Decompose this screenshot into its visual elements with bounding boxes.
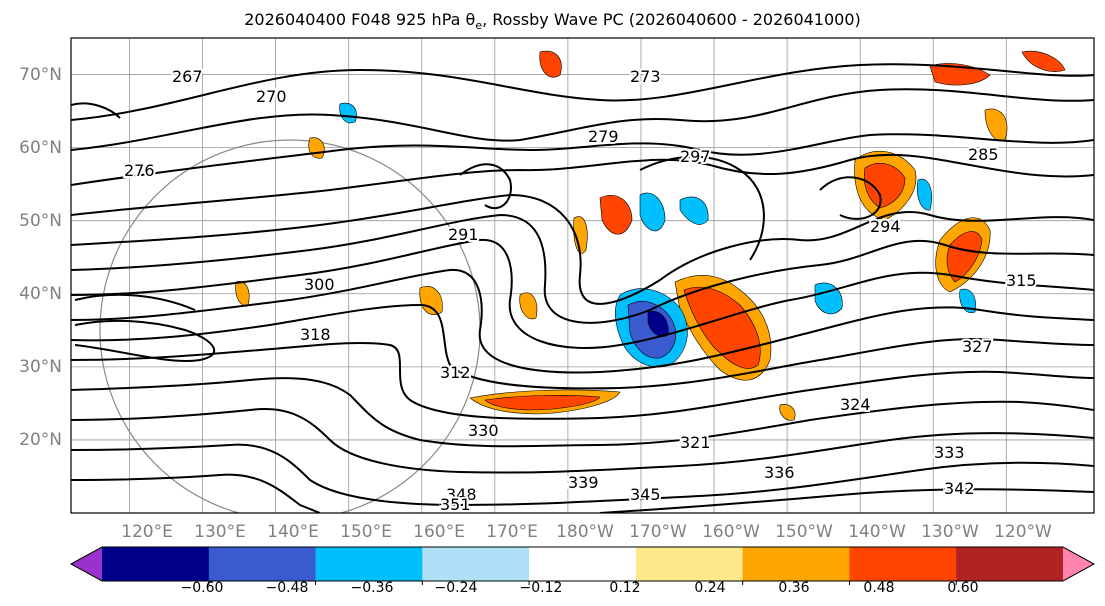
latitude-labels: 70°N 60°N 50°N 40°N 30°N 20°N xyxy=(19,65,62,450)
contour-label: 294 xyxy=(870,217,901,236)
lon-label: 170°E xyxy=(486,522,538,542)
colorbar-tick-label: 0.60 xyxy=(947,580,978,596)
anomaly-positive-region xyxy=(1021,50,1066,72)
anomaly-positive-region xyxy=(863,163,906,209)
contour-label: 324 xyxy=(840,395,871,414)
colorbar-tick-label: −0.24 xyxy=(435,580,478,596)
colorbar-extend-high xyxy=(1063,547,1094,581)
contour-label: 285 xyxy=(968,145,999,164)
colorbar-tick-label: 0.36 xyxy=(778,580,809,596)
anomaly-negative-region xyxy=(639,192,666,232)
contour-label: 345 xyxy=(630,485,661,504)
colorbar-segment xyxy=(315,547,423,581)
contour-label: 342 xyxy=(944,479,975,498)
anomaly-positive-region xyxy=(946,231,983,283)
contour-label: 315 xyxy=(1006,271,1037,290)
colorbar-segment xyxy=(849,547,957,581)
lat-label: 60°N xyxy=(19,138,62,158)
contour-label: 330 xyxy=(468,421,499,440)
lon-label: 170°W xyxy=(629,522,687,542)
contour-label: 273 xyxy=(630,67,661,86)
contour-label: 333 xyxy=(934,443,965,462)
contour-lines xyxy=(71,63,1094,513)
anomaly-positive-region xyxy=(519,292,538,320)
lon-label: 150°W xyxy=(775,522,833,542)
contour-label: 321 xyxy=(680,433,711,452)
anomaly-negative-region xyxy=(814,282,843,315)
contour-label: 300 xyxy=(304,275,335,294)
contour-label: 267 xyxy=(172,67,203,86)
colorbar-tick-label: −0.12 xyxy=(520,580,563,596)
lat-label: 20°N xyxy=(19,430,62,450)
colorbar-ticks: −0.60 −0.48 −0.36 −0.24 −0.12 0.12 0.24 … xyxy=(181,580,979,596)
lon-label: 120°W xyxy=(994,522,1052,542)
colorbar-segment xyxy=(635,547,744,581)
anomaly-negative-region xyxy=(679,196,709,225)
contour-label: 297 xyxy=(680,147,711,166)
map-background xyxy=(71,38,1094,513)
lon-label: 130°E xyxy=(194,522,246,542)
figure-title: 2026040400 F048 925 hPa θe, Rossby Wave … xyxy=(244,10,861,33)
lat-label: 30°N xyxy=(19,357,62,377)
anomaly-negative-region xyxy=(917,178,932,211)
contour-label: 270 xyxy=(256,87,287,106)
contour-label: 276 xyxy=(124,161,155,180)
colorbar-tick-label: −0.36 xyxy=(351,580,394,596)
anomaly-positive-region xyxy=(484,395,601,411)
contour-labels: 267 270 273 276 279 285 291 294 297 300 … xyxy=(122,65,1039,516)
contour-label: 348 xyxy=(446,485,477,504)
colorbar-segment xyxy=(529,547,637,581)
anomaly-positive-region xyxy=(419,286,443,316)
lon-label: 120°E xyxy=(121,522,173,542)
colorbar-tick-label: −0.60 xyxy=(181,580,224,596)
contour-label: 312 xyxy=(440,363,471,382)
contour-label: 291 xyxy=(448,225,479,244)
contour-label: 339 xyxy=(568,473,599,492)
anomaly-positive-region xyxy=(683,286,761,369)
lon-label: 140°W xyxy=(848,522,906,542)
anomaly-negative-region xyxy=(959,288,976,314)
contour-label: 336 xyxy=(764,463,795,482)
colorbar-segment xyxy=(956,547,1064,581)
anomaly-negative-region xyxy=(339,102,357,124)
colorbar-segment xyxy=(422,547,530,581)
colorbar-outline xyxy=(69,546,1096,582)
contour-label: 351 xyxy=(440,495,471,514)
lon-label: 180°W xyxy=(556,522,614,542)
colorbar-segment xyxy=(208,547,317,581)
lat-label: 70°N xyxy=(19,65,62,85)
contour-label: 318 xyxy=(300,325,331,344)
colorbar-tick-label: 0.48 xyxy=(863,580,894,596)
contour-label: 327 xyxy=(962,337,993,356)
colorbar-segment xyxy=(742,547,850,581)
contour-label: 279 xyxy=(588,127,619,146)
shading-layer xyxy=(235,50,1066,421)
anomaly-positive-region xyxy=(599,194,633,235)
map-frame xyxy=(70,37,1095,514)
colorbar-tick-label: 0.24 xyxy=(694,580,725,596)
lon-label: 150°E xyxy=(340,522,392,542)
lon-label: 160°W xyxy=(702,522,760,542)
colorbar xyxy=(69,546,1096,585)
lon-label: 130°W xyxy=(921,522,979,542)
lat-label: 50°N xyxy=(19,211,62,231)
colorbar-extend-low xyxy=(71,547,102,581)
lon-label: 140°E xyxy=(267,522,319,542)
colorbar-tick-label: −0.48 xyxy=(266,580,309,596)
anomaly-positive-region xyxy=(779,404,796,421)
lon-label: 160°E xyxy=(413,522,465,542)
anomaly-positive-region xyxy=(539,50,562,78)
colorbar-tick-label: 0.12 xyxy=(609,580,640,596)
colorbar-segment xyxy=(102,547,210,581)
lat-label: 40°N xyxy=(19,284,62,304)
anomaly-positive-region xyxy=(573,216,588,254)
longitude-labels: 120°E 130°E 140°E 150°E 160°E 170°E 180°… xyxy=(121,522,1052,542)
